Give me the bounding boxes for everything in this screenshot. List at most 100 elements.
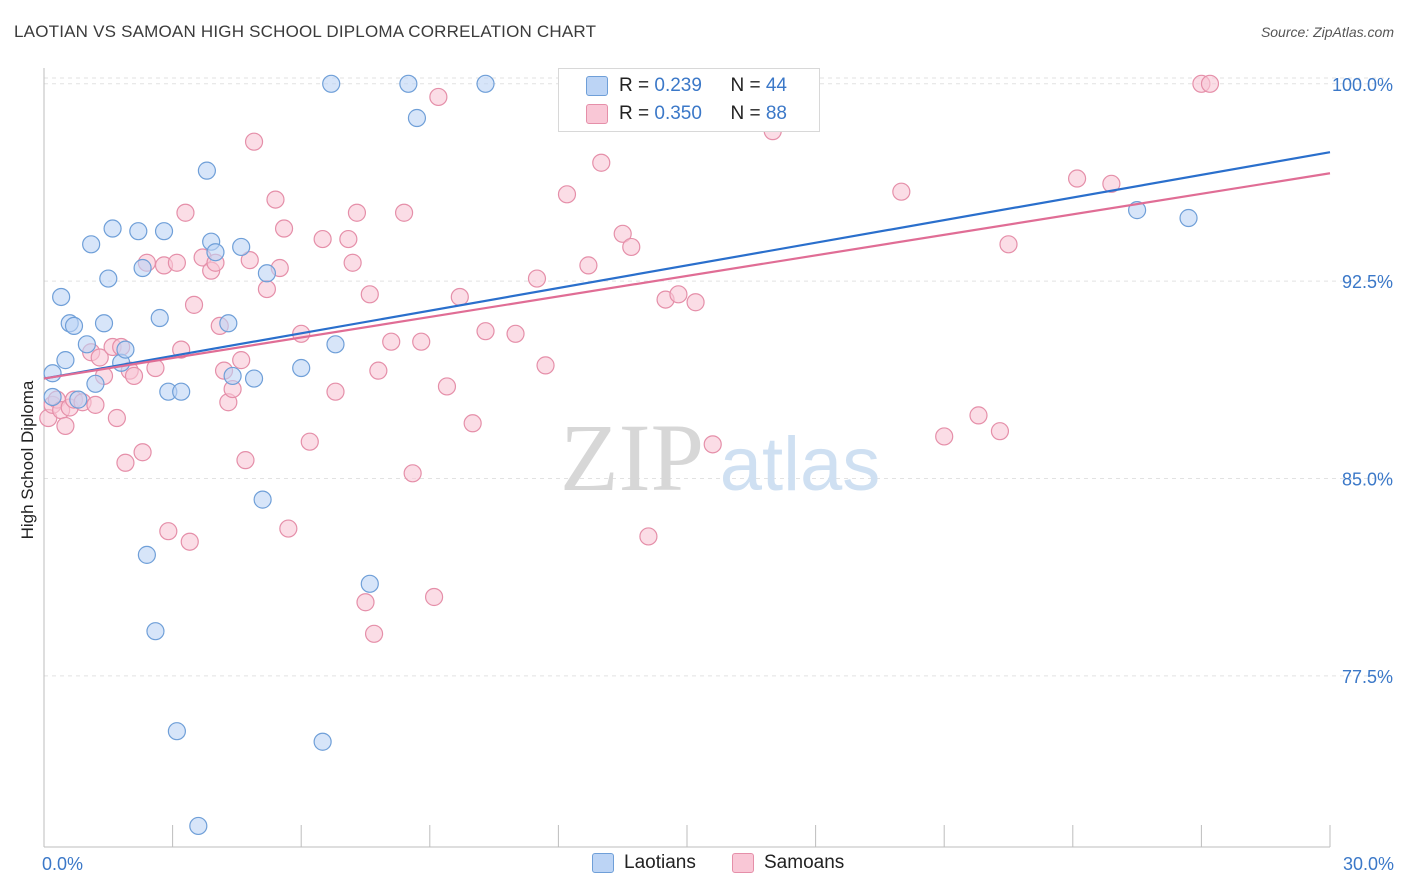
laotian-point (167, 722, 186, 741)
samoan-point (90, 348, 109, 367)
source-label: Source: ZipAtlas.com (1260, 24, 1394, 40)
laotian-point (77, 335, 96, 354)
laotian-point (129, 222, 148, 241)
samoan-point (394, 203, 414, 222)
samoan-point (369, 361, 388, 380)
laotian-point (116, 340, 135, 359)
laotian-point (64, 316, 84, 336)
samoan-point (279, 519, 298, 538)
laotian-point (133, 258, 152, 278)
samoan-point (176, 203, 195, 222)
axes (43, 68, 1331, 848)
laotian-point (82, 235, 101, 254)
samoan-point (592, 153, 611, 172)
y-tick-label: 100.0% (1332, 75, 1393, 95)
laotian-point (206, 243, 225, 262)
laotian-point (150, 308, 169, 328)
laotian-point (69, 390, 88, 409)
laotian-points (43, 74, 1198, 836)
samoan-point (403, 464, 422, 483)
watermark: ZIP atlas (560, 404, 880, 511)
samoan-point (124, 366, 144, 386)
samoan-point (463, 414, 482, 433)
samoan-point (969, 406, 988, 425)
samoan-point (116, 453, 135, 472)
samoan-point (1067, 169, 1087, 188)
laotian-point (360, 574, 379, 593)
laotian-point (52, 287, 71, 307)
samoan-point (300, 432, 319, 451)
tick-labels: 100.0% 92.5% 85.0% 77.5% 0.0% 30.0% (42, 75, 1394, 874)
laotian-n-value: 44 (765, 75, 787, 96)
samoan-point (133, 443, 152, 462)
laotian-point (399, 74, 418, 93)
laotian-point (476, 74, 495, 93)
legend-item-laotians: Laotians (592, 852, 696, 874)
samoan-point (364, 624, 384, 643)
samoan-point (266, 190, 285, 209)
samoan-trend-line (43, 172, 1331, 380)
samoan-point (360, 285, 379, 304)
samoan-point (557, 185, 577, 204)
y-tick-label: 77.5% (1342, 667, 1393, 687)
laotian-point (146, 622, 165, 641)
laotian-point (244, 369, 264, 388)
laotian-point (137, 545, 156, 564)
laotian-point (322, 74, 341, 93)
laotian-trend-line (43, 151, 1331, 380)
samoan-point (244, 132, 264, 151)
samoan-point (313, 229, 332, 249)
samoan-point (382, 332, 401, 351)
samoan-point (1200, 74, 1220, 93)
laotian-point (223, 366, 242, 386)
laotians-legend-label: Laotians (624, 852, 696, 873)
laotians-legend-swatch (592, 853, 614, 873)
laotian-point (253, 490, 272, 509)
samoan-point (622, 237, 641, 257)
samoan-point (326, 382, 345, 401)
laotian-point (1127, 201, 1147, 220)
laotian-point (172, 382, 191, 401)
samoan-point (613, 224, 632, 243)
samoan-point (347, 203, 367, 222)
laotian-point (56, 351, 75, 370)
samoans-legend-swatch (732, 853, 754, 873)
samoan-point (579, 256, 598, 275)
samoan-point (274, 219, 294, 238)
samoan-point (450, 287, 469, 307)
samoan-point (56, 416, 75, 436)
laotian-n-label: N = (730, 75, 766, 96)
samoan-point (424, 587, 444, 607)
samoan-point (935, 427, 954, 446)
samoan-point (639, 527, 658, 546)
samoan-n-label: N = (730, 103, 766, 124)
samoan-point (107, 408, 126, 428)
laotian-swatch (586, 76, 608, 96)
laotian-point (326, 335, 345, 354)
laotian-point (189, 816, 208, 836)
watermark-atlas: atlas (720, 422, 881, 507)
laotian-point (103, 219, 122, 238)
samoan-point (686, 293, 705, 312)
samoan-point (536, 356, 555, 375)
laotian-point (86, 374, 105, 393)
laotian-point (154, 222, 174, 241)
samoan-points (39, 74, 1220, 643)
laotian-point (99, 269, 118, 288)
trend-lines (43, 151, 1331, 380)
legend-item-samoans: Samoans (732, 852, 844, 874)
samoan-point (167, 253, 186, 272)
samoan-point (159, 522, 178, 541)
laotian-point (292, 358, 311, 378)
samoan-point (240, 251, 259, 270)
samoan-r-value: 0.350 (654, 103, 702, 124)
x-tick-label: 30.0% (1343, 854, 1394, 874)
y-tick-label: 92.5% (1342, 272, 1393, 292)
laotian-point (197, 161, 216, 180)
samoan-point (236, 451, 255, 470)
samoan-point (476, 322, 495, 341)
laotian-r-value: 0.239 (654, 75, 702, 96)
laotian-point (313, 732, 332, 751)
samoan-point (892, 182, 911, 201)
